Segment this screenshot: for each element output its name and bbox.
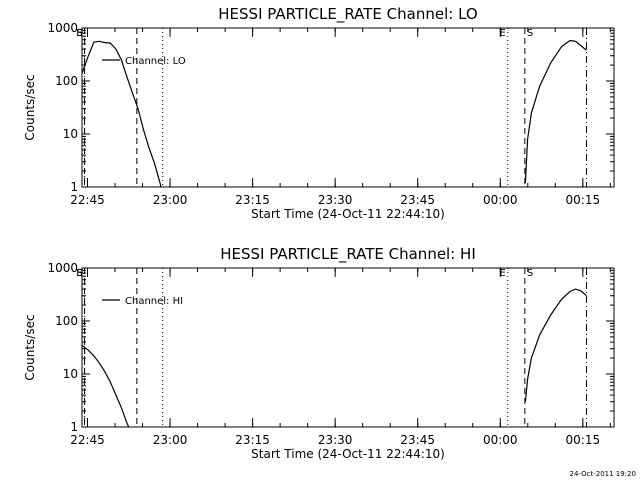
panel-2-marker-label: S xyxy=(527,268,533,279)
panel-1: HESSI PARTICLE_RATE Channel: LO 1 10 100 100… xyxy=(23,5,615,221)
panel-2-y-tick-label: 10 xyxy=(63,367,78,381)
panel-2: HESSI PARTICLE_RATE Channel: HI 1 10 100 100… xyxy=(23,245,615,461)
panel-2-title: HESSI PARTICLE_RATE Channel: HI xyxy=(220,245,476,264)
panel-2-y-tick-label: 1 xyxy=(70,420,78,434)
footer-timestamp: 24-Oct-2011 19:20 xyxy=(570,470,636,478)
panel-2-x-axis-label: Start Time (24-Oct-11 22:44:10) xyxy=(251,447,445,461)
panel-1-marker-label: E xyxy=(76,28,82,39)
panel-1-x-tick-label: 22:45 xyxy=(70,193,105,207)
panel-2-frame xyxy=(81,267,615,428)
panel-2-marker-label: E xyxy=(76,268,82,279)
panel-1-x-tick-label: 23:30 xyxy=(318,193,353,207)
panel-2-y-tick-label: 1000 xyxy=(47,261,78,275)
panel-1-y-tick-label: 1000 xyxy=(47,21,78,35)
panel-1-marker-label: S xyxy=(76,28,82,39)
panel-2-x-tick-label: 00:15 xyxy=(566,433,601,447)
panel-1-x-axis-label: Start Time (24-Oct-11 22:44:10) xyxy=(251,207,445,221)
panel-1-x-tick-label: 23:00 xyxy=(153,193,188,207)
panel-2-x-tick-label: 22:45 xyxy=(70,433,105,447)
panel-2-marker-label: S xyxy=(76,268,82,279)
panel-1-y-axis-label: Counts/sec xyxy=(23,74,37,140)
panel-2-x-tick-label: 23:00 xyxy=(153,433,188,447)
panel-2-y-axis-label: Counts/sec xyxy=(23,314,37,380)
panel-1-legend-label: Channel: LO xyxy=(125,56,186,67)
panel-2-series-segment-1 xyxy=(82,344,130,427)
panel-1-series-segment-2 xyxy=(524,39,587,183)
panel-2-x-tick-label: 23:15 xyxy=(235,433,270,447)
panel-1-frame xyxy=(81,27,615,188)
panels: HESSI PARTICLE_RATE Channel: LO110100100… xyxy=(23,5,615,461)
panel-1-title: HESSI PARTICLE_RATE Channel: LO xyxy=(218,5,477,24)
panel-2-marker-label: E xyxy=(499,268,505,279)
panel-2-x-tick-label: 00:00 xyxy=(483,433,518,447)
panel-1-x-tick-label: 23:15 xyxy=(235,193,270,207)
panel-1-x-tick-label: 00:00 xyxy=(483,193,518,207)
panel-2-x-tick-label: 23:45 xyxy=(400,433,435,447)
panel-1-y-tick-label: 100 xyxy=(55,74,78,88)
panel-2-x-tick-label: 23:30 xyxy=(318,433,353,447)
panel-1-y-tick-label: 1 xyxy=(70,180,78,194)
panel-1-y-tick-label: 10 xyxy=(63,127,78,141)
panel-1-marker-label: E xyxy=(499,28,505,39)
panel-2-legend-label: Channel: HI xyxy=(125,296,183,307)
panel-1-marker-label: S xyxy=(527,28,533,39)
panel-1-x-tick-label: 23:45 xyxy=(400,193,435,207)
panel-1-series-segment-1 xyxy=(82,40,162,187)
panel-2-y-tick-label: 100 xyxy=(55,314,78,328)
panel-1-x-tick-label: 00:15 xyxy=(566,193,601,207)
panel-2-series-segment-2 xyxy=(524,288,587,402)
